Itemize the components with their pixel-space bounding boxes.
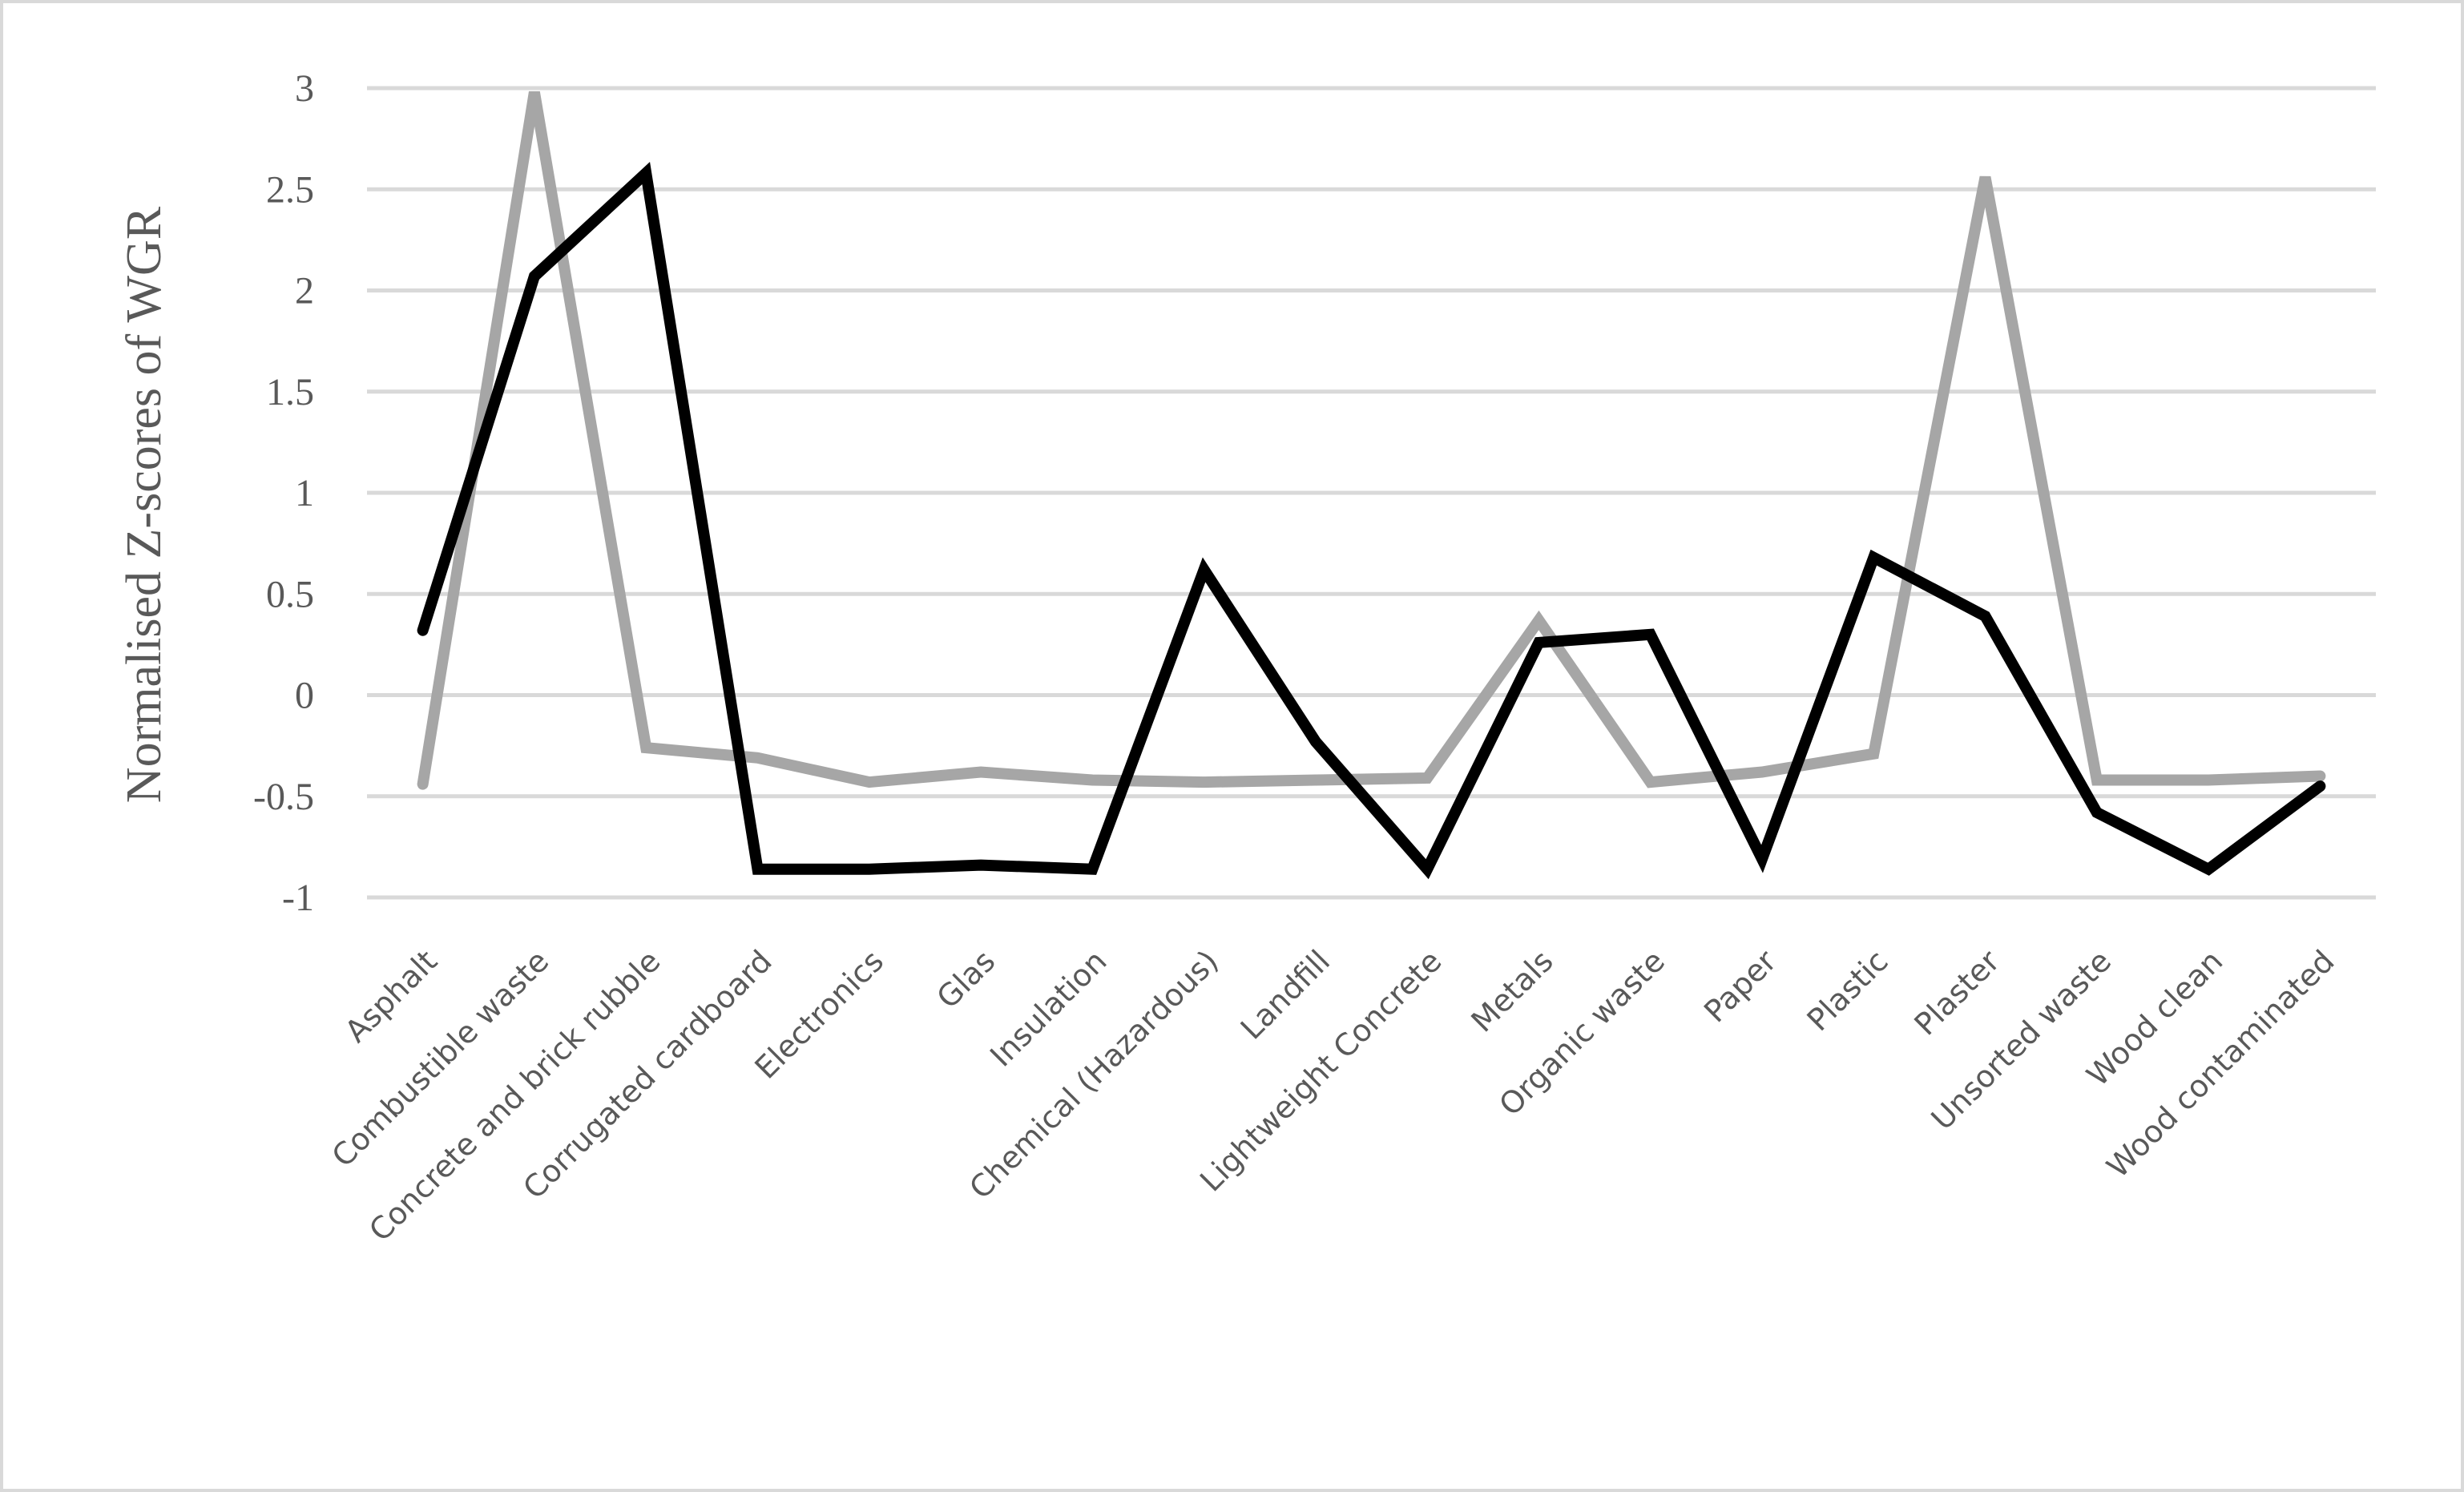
series-2-point	[1538, 641, 1540, 643]
series-2-point	[1649, 633, 1651, 635]
y-tick-label: 1.5	[266, 371, 314, 413]
y-tick-label: 2.5	[266, 168, 314, 211]
y-tick-label: 0	[295, 675, 314, 717]
series-1-point	[1649, 781, 1651, 784]
series-1-point	[868, 781, 870, 784]
series-1-point	[2319, 775, 2321, 777]
series-1-point	[1091, 779, 1094, 781]
series-2-point	[1761, 858, 1763, 860]
series-1-point	[1761, 771, 1763, 773]
series-1-point	[645, 747, 647, 749]
series-2-point	[533, 275, 535, 277]
series-2-point	[1203, 569, 1205, 571]
y-axis-label: Normalised Z-scores of WGR	[117, 206, 171, 803]
y-tick-label: 0.5	[266, 573, 314, 615]
series-1-point	[1538, 619, 1540, 622]
series-1-point	[1426, 777, 1429, 779]
y-tick-label: 3	[295, 67, 314, 110]
series-2-point	[1873, 556, 1875, 558]
series-1-point	[1873, 752, 1875, 755]
y-tick-label: -0.5	[253, 776, 314, 818]
series-1-point	[756, 756, 759, 759]
series-2-point	[1091, 868, 1094, 870]
series-2-point	[756, 868, 759, 870]
series-2-point	[868, 868, 870, 870]
y-tick-label: -1	[282, 877, 314, 919]
series-2-point	[980, 864, 982, 866]
series-1-point	[1203, 781, 1205, 784]
series-2-point	[1426, 868, 1429, 870]
y-tick-label: 1	[295, 472, 314, 514]
series-2-point	[2319, 785, 2321, 788]
series-1-point	[421, 783, 424, 785]
series-2-point	[1314, 740, 1317, 743]
series-2-point	[2208, 868, 2210, 870]
series-2-point	[421, 629, 424, 631]
series-2-point	[645, 172, 647, 174]
series-1-point	[1984, 176, 1986, 179]
series-lines	[417, 91, 2326, 880]
series-2-point	[1984, 615, 1986, 617]
series-1-point	[533, 91, 535, 93]
series-1-point	[980, 771, 982, 773]
y-tick-label: 2	[295, 270, 314, 313]
gridlines	[367, 86, 2376, 900]
series-1-point	[2095, 779, 2098, 781]
y-axis-ticks: 3 2.5 2 1.5 1 0.5 0 -0.5 -1	[253, 67, 314, 919]
series-line-2	[417, 161, 2326, 880]
series-2-point	[2095, 812, 2098, 813]
series-1-point	[1314, 779, 1317, 781]
series-1-point	[2208, 779, 2210, 781]
